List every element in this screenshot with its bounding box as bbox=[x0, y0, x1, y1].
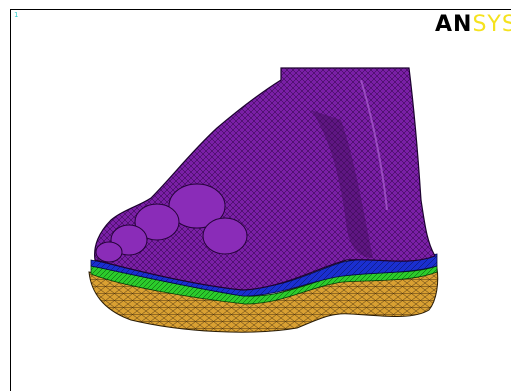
foot-shadow bbox=[311, 110, 373, 258]
ansys-logo: ANSYS bbox=[435, 12, 511, 37]
window-number: 1 bbox=[14, 11, 19, 19]
toe-big bbox=[168, 183, 226, 229]
graphics-viewport[interactable]: 1 ANSYS bbox=[10, 9, 511, 391]
foot-mesh-model-icon[interactable] bbox=[11, 10, 511, 391]
logo-main-text: AN bbox=[435, 12, 473, 37]
toe-2 bbox=[134, 203, 180, 241]
toe-3 bbox=[202, 217, 248, 255]
ankle-highlight bbox=[360, 79, 388, 211]
toe-5 bbox=[95, 241, 123, 263]
logo-accent-text: SYS bbox=[472, 12, 511, 37]
foot-body bbox=[94, 67, 436, 291]
